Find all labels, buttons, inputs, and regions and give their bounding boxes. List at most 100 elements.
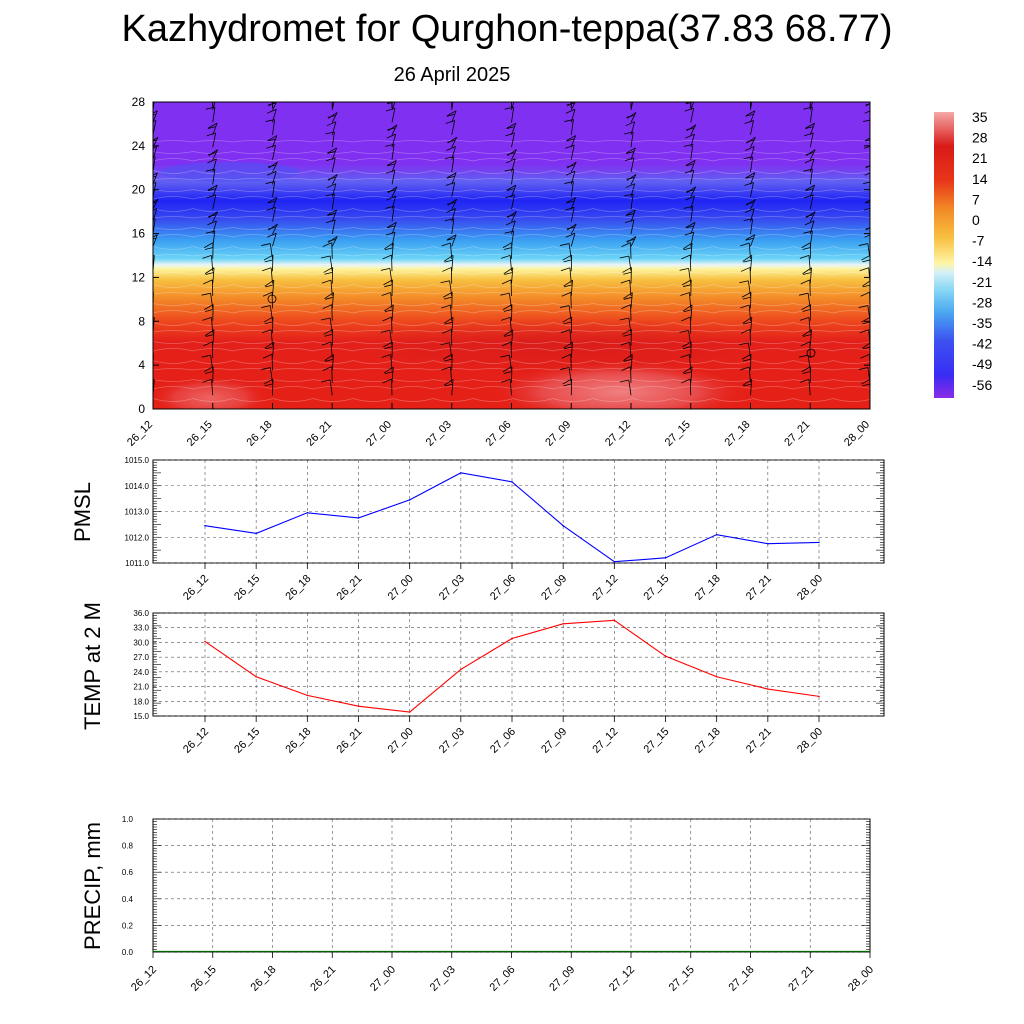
heatmap-field [143,95,870,409]
wind-barb-flag [206,194,216,199]
contour-line [153,196,870,200]
wind-barb-flag [740,267,751,272]
wind-barb-flag [261,305,271,308]
wind-barb-flag [864,172,870,176]
y-tick-label: 33.0 [133,624,149,633]
wind-barb-flag [143,243,152,246]
wind-barb-flag [441,366,451,371]
colorbar-label: -14 [972,253,992,269]
wind-barb-flag [799,378,810,383]
wind-barb-staff [690,124,697,135]
wind-barb-staff [212,211,219,222]
wind-barb-flag [745,175,754,179]
wind-barb-flag [742,317,753,324]
wind-barb-staff [329,317,333,334]
x-tick-label: 26_18 [283,726,313,756]
wind-barb-staff [331,112,338,123]
y-axis-label: PRECIP, mm [80,822,105,950]
wind-barb-flag [327,239,336,242]
wind-barb-flag [446,208,456,213]
wind-barb-flag [207,122,218,129]
wind-barb-flag [626,115,635,118]
wind-barb-staff [389,330,393,346]
wind-barb-flag [153,113,157,116]
wind-barb-flag [684,231,694,236]
wind-barb-flag [805,152,814,156]
wind-barb-flag [500,292,510,296]
wind-barb-flag [384,346,393,350]
wind-barb-flag [502,242,513,248]
y-tick-label: 1011.0 [125,559,149,568]
wind-barb-staff [809,194,814,210]
wind-barb-flag [261,243,271,246]
data-point [715,675,718,678]
wind-barb-flag [380,267,390,271]
wind-barb-flag [262,291,273,297]
wind-barb-flag [625,183,635,189]
wind-barb-staff [211,379,214,396]
wind-barb-flag [626,239,635,242]
wind-barb-flag [267,226,277,230]
wind-barb-flag [742,296,751,300]
wind-barb-flag [802,247,811,250]
wind-barb-flag [384,366,394,374]
wind-barb-staff [750,317,753,334]
wind-barb-flag [619,255,629,259]
wind-barb-flag [506,188,515,192]
wind-barb-flag [383,279,393,286]
wind-barb-staff [690,222,696,235]
wind-barb-flag [262,353,273,359]
wind-barb-flag [863,145,870,149]
wind-barb-staff [809,329,812,346]
x-tick-label: 26_12 [125,419,155,449]
wind-barb-flag [804,194,814,199]
wind-barb-staff [809,185,816,197]
wind-barb-flag [207,220,217,226]
wind-barb-flag [566,164,575,168]
warm-band-contour [340,317,780,373]
wind-barb-staff [511,211,517,222]
wind-barb-flag [500,354,510,358]
wind-barb-flag [801,304,811,310]
chart-subtitle: 26 April 2025 [393,64,511,86]
wind-barb-flag [205,334,214,337]
x-tick-label: 27_03 [428,964,458,994]
wind-barb-flag [265,284,274,288]
data-point [408,711,411,713]
y-axis-label: PMSL [70,482,95,542]
data-point [357,705,360,707]
wind-barb-staff [568,243,572,259]
wind-barb-flag [443,255,454,262]
x-tick-label: 27_15 [667,964,697,994]
wind-barb-flag [153,110,158,114]
wind-barb-flag [381,292,391,296]
wind-barb-flag [443,358,453,362]
wind-barb-flag [205,272,214,275]
x-tick-label: 27_06 [488,573,518,603]
x-tick-label: 27_03 [437,573,467,603]
wind-barb-flag [503,247,512,250]
wind-barb-flag [740,329,751,334]
wind-barb-flag [153,120,157,122]
wind-barb-flag [739,280,749,284]
wind-barb-flag [563,259,572,263]
x-tick-label: 27_12 [603,419,633,449]
y-tick-label: 0.0 [122,948,134,957]
wind-barb-flag [804,132,814,137]
wind-barb-flag [264,279,275,287]
wind-barb-flag [266,206,276,211]
wind-barb-staff [570,233,576,247]
wind-barb-staff [389,268,393,284]
wind-barb-staff [451,199,458,210]
wind-barb-staff [869,208,870,210]
wind-barb-flag [501,279,512,285]
contour-line [153,158,870,162]
wind-barb-flag [387,124,398,132]
wind-barb-flag [445,95,454,97]
wind-barb-flag [864,110,870,114]
wind-barb-flag [203,304,214,310]
wind-barb-flag [384,304,394,312]
wind-barb-flag [504,272,513,275]
wind-barb-flag [207,97,216,101]
wind-barb-flag [203,242,214,248]
